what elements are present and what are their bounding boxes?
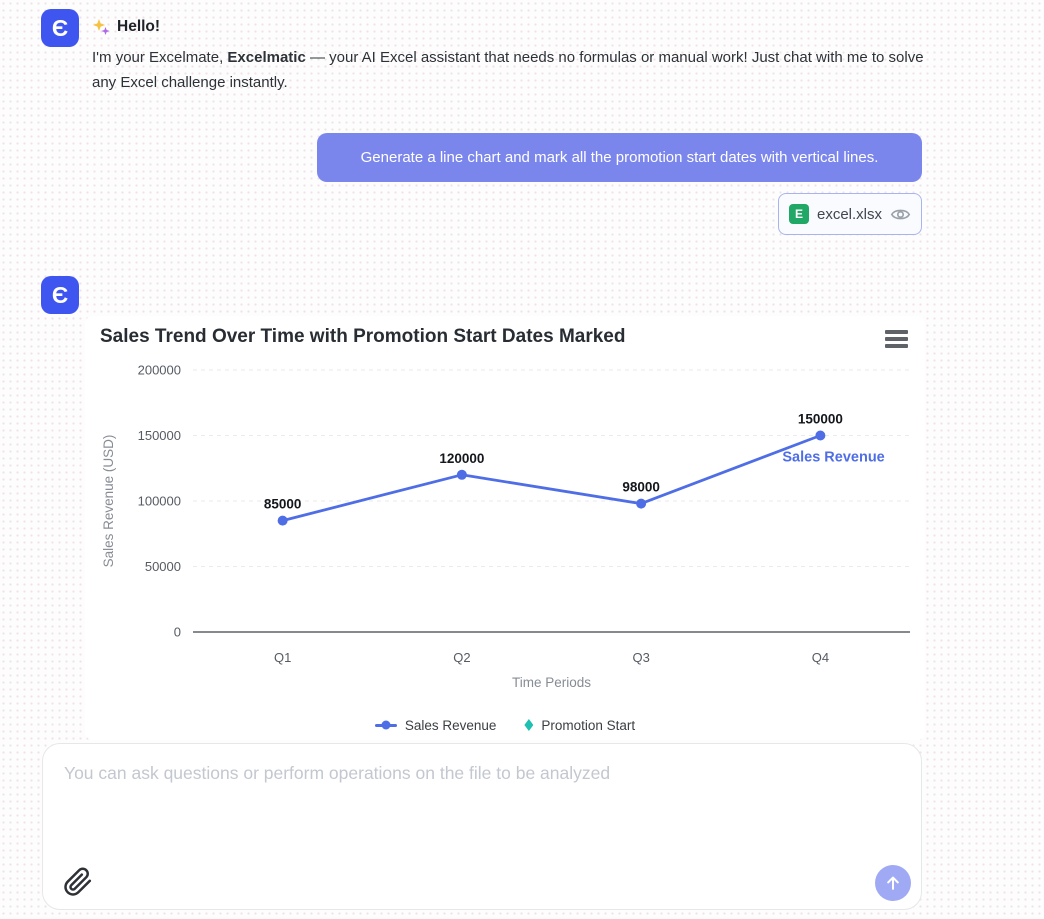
user-message-text: Generate a line chart and mark all the p… [360, 149, 879, 166]
avatar-logo-glyph: Є [51, 281, 69, 308]
legend-item-sales-revenue[interactable]: Sales Revenue [374, 717, 497, 733]
svg-text:Q2: Q2 [453, 650, 470, 665]
message-composer[interactable]: You can ask questions or perform operati… [42, 743, 922, 910]
assistant-avatar: Є [41, 9, 79, 47]
chart-legend: Sales Revenue Promotion Start [85, 714, 925, 736]
svg-text:Sales Revenue: Sales Revenue [782, 450, 884, 466]
diamond-marker-icon [524, 719, 534, 731]
svg-text:Q1: Q1 [274, 650, 291, 665]
svg-text:85000: 85000 [264, 497, 302, 512]
avatar-logo-glyph: Є [51, 14, 69, 41]
excel-file-icon: E [788, 204, 809, 224]
svg-text:120000: 120000 [439, 451, 484, 466]
svg-text:200000: 200000 [138, 363, 181, 378]
eye-icon[interactable] [890, 204, 911, 225]
greeting: Hello! [92, 15, 160, 39]
attachment-chip[interactable]: E excel.xlsx [778, 193, 922, 235]
svg-text:150000: 150000 [798, 412, 843, 427]
chart-card: Sales Trend Over Time with Promotion Sta… [85, 316, 925, 740]
assistant-avatar: Є [41, 276, 79, 314]
hamburger-menu-icon[interactable] [885, 330, 908, 348]
attachment-file-name: excel.xlsx [816, 205, 883, 223]
greeting-text: Hello! [117, 18, 161, 35]
legend-label: Sales Revenue [404, 717, 497, 733]
send-button[interactable] [875, 865, 911, 901]
sparkles-icon [93, 19, 110, 35]
paperclip-icon[interactable] [63, 867, 93, 897]
svg-text:Time Periods: Time Periods [512, 675, 591, 690]
svg-text:100000: 100000 [138, 494, 181, 509]
legend-label: Promotion Start [541, 717, 636, 733]
svg-text:Sales Revenue (USD): Sales Revenue (USD) [101, 435, 116, 568]
svg-text:0: 0 [174, 625, 181, 640]
chart-title: Sales Trend Over Time with Promotion Sta… [100, 326, 626, 347]
brand-name: Excelmatic [227, 49, 306, 66]
user-message-bubble: Generate a line chart and mark all the p… [317, 133, 922, 182]
svg-text:98000: 98000 [622, 480, 660, 495]
legend-item-promotion-start[interactable]: Promotion Start [524, 718, 635, 733]
line-chart: 0 50000 100000 150000 200000 Sales Revenue (U… [101, 363, 910, 690]
line-dot-marker-icon [374, 720, 397, 730]
svg-text:Q3: Q3 [632, 650, 649, 665]
svg-text:50000: 50000 [145, 559, 181, 574]
assistant-intro-text: I'm your Excelmate, Excelmatic — your AI… [92, 49, 924, 91]
composer-placeholder: You can ask questions or perform operati… [64, 763, 611, 783]
arrow-up-icon [887, 876, 899, 890]
svg-text:Q4: Q4 [812, 650, 829, 665]
svg-text:150000: 150000 [138, 428, 181, 443]
